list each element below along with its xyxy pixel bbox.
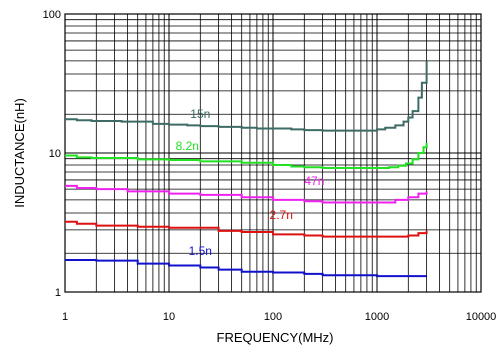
y-tick-label: 100 [43, 9, 61, 21]
series-label-15n: 15n [190, 107, 210, 121]
series-label-47n: 47n [304, 174, 324, 188]
series-label-8-2n: 8.2n [176, 139, 199, 153]
series-line-47n [65, 184, 428, 204]
x-tick-label: 1 [62, 311, 68, 323]
x-tick-label: 10000 [466, 311, 497, 323]
series-label-1-5n: 1.5n [189, 244, 212, 258]
x-axis-label: FREQUENCY(MHz) [217, 330, 334, 345]
series-line-15n [65, 60, 428, 132]
series-line-1-5n [65, 258, 427, 278]
x-tick-label: 100 [264, 311, 282, 323]
series-line-8-2n [65, 143, 428, 169]
series-line-2-7n [65, 220, 428, 238]
y-axis-label: INDUCTANCE(nH) [12, 98, 27, 208]
series-label-2-7n: 2.7n [270, 208, 293, 222]
x-tick-label: 10 [163, 311, 175, 323]
plot-frame [64, 13, 482, 293]
y-tick-label: 10 [49, 148, 61, 160]
chart-series-group: 15n 8.2n 47n 2.7n 1.5n [65, 60, 428, 278]
y-tick-label: 1 [55, 287, 61, 299]
x-tick-label: 1000 [365, 311, 389, 323]
chart-tick-labels: 1 10 100 1000 10000 1 10 100 [43, 9, 497, 323]
